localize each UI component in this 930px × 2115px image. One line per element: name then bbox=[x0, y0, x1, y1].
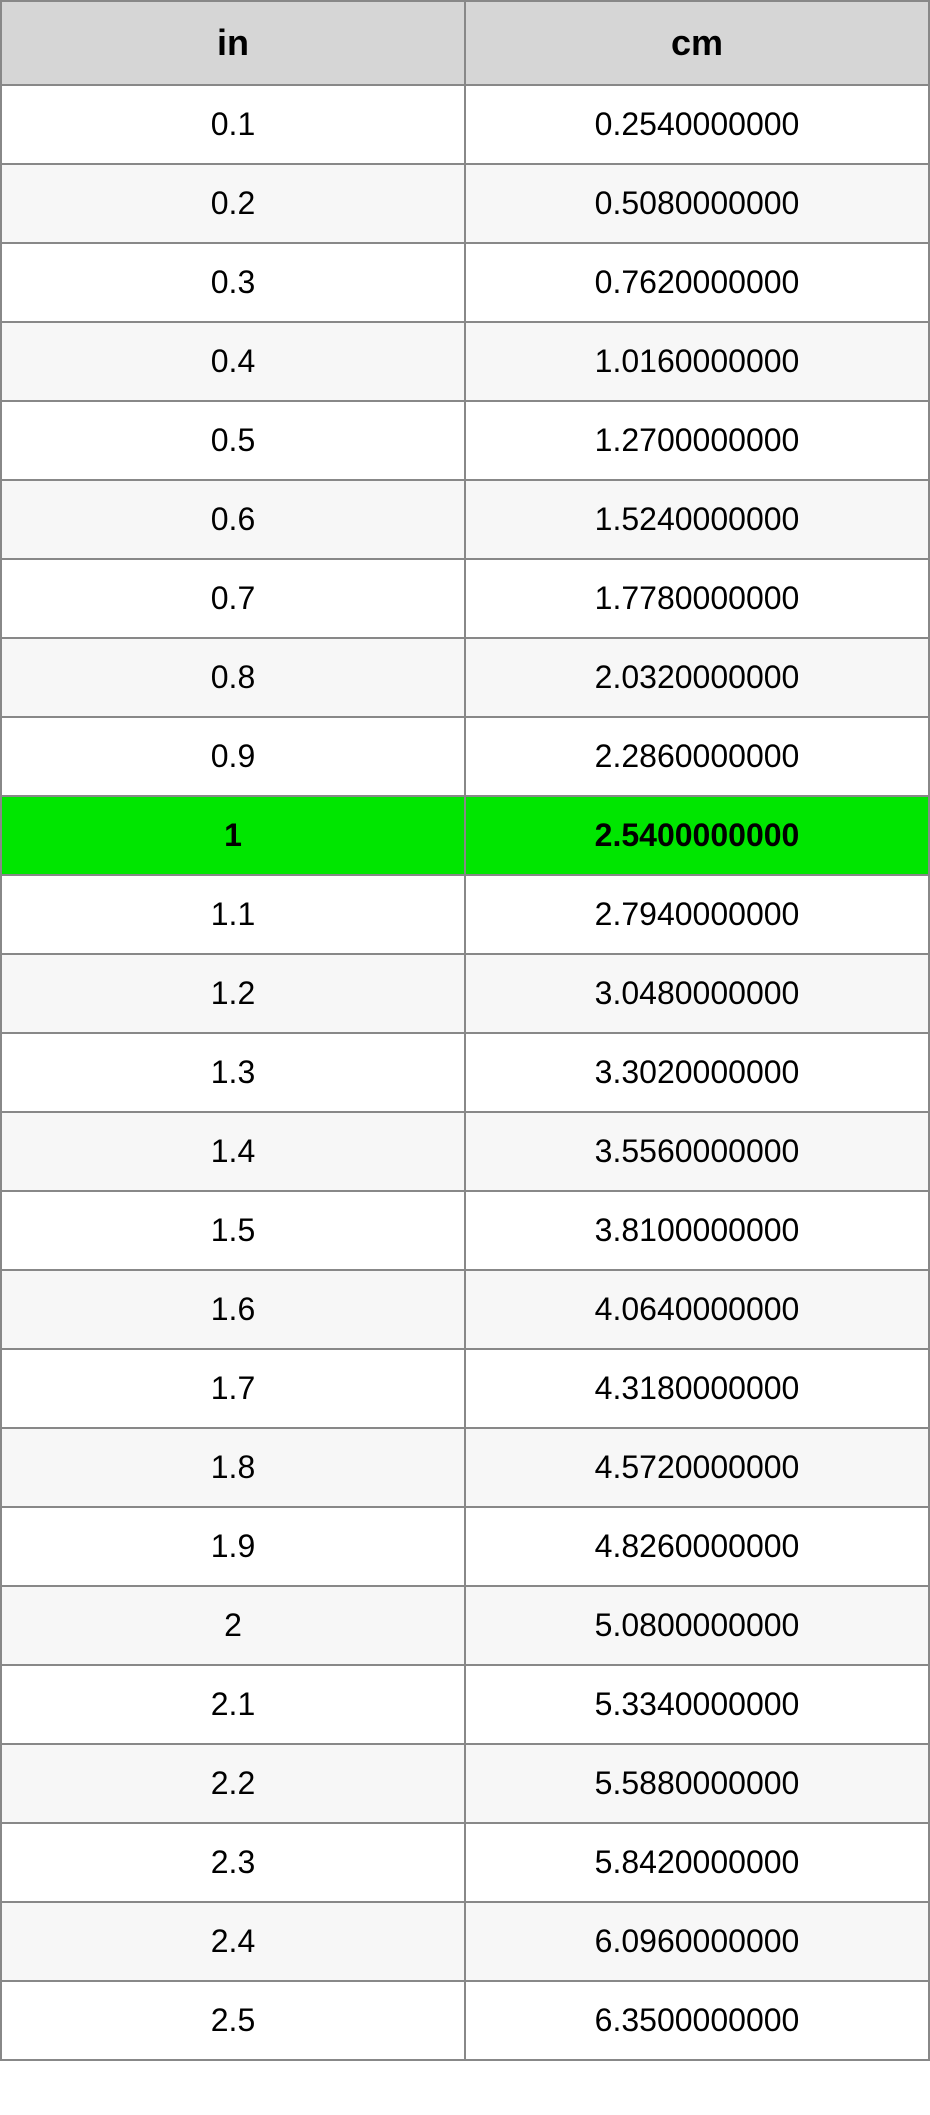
cell-in: 2.5 bbox=[1, 1981, 465, 2060]
column-header-in: in bbox=[1, 1, 465, 85]
cell-cm: 2.0320000000 bbox=[465, 638, 929, 717]
cell-in: 1.3 bbox=[1, 1033, 465, 1112]
table-row: 0.61.5240000000 bbox=[1, 480, 929, 559]
table-row: 1.53.8100000000 bbox=[1, 1191, 929, 1270]
table-row: 2.25.5880000000 bbox=[1, 1744, 929, 1823]
cell-cm: 3.0480000000 bbox=[465, 954, 929, 1033]
table-row: 0.92.2860000000 bbox=[1, 717, 929, 796]
cell-cm: 0.5080000000 bbox=[465, 164, 929, 243]
table-row: 1.23.0480000000 bbox=[1, 954, 929, 1033]
cell-in: 1.9 bbox=[1, 1507, 465, 1586]
cell-cm: 4.8260000000 bbox=[465, 1507, 929, 1586]
table-row: 1.12.7940000000 bbox=[1, 875, 929, 954]
cell-cm: 2.2860000000 bbox=[465, 717, 929, 796]
table-row: 1.94.8260000000 bbox=[1, 1507, 929, 1586]
cell-cm: 1.7780000000 bbox=[465, 559, 929, 638]
table-row: 1.84.5720000000 bbox=[1, 1428, 929, 1507]
cell-cm: 1.2700000000 bbox=[465, 401, 929, 480]
table-row: 0.71.7780000000 bbox=[1, 559, 929, 638]
cell-in: 1.4 bbox=[1, 1112, 465, 1191]
cell-in: 0.6 bbox=[1, 480, 465, 559]
column-header-cm: cm bbox=[465, 1, 929, 85]
cell-cm: 6.3500000000 bbox=[465, 1981, 929, 2060]
cell-cm: 3.3020000000 bbox=[465, 1033, 929, 1112]
cell-in: 0.5 bbox=[1, 401, 465, 480]
cell-cm: 0.7620000000 bbox=[465, 243, 929, 322]
cell-in: 1 bbox=[1, 796, 465, 875]
cell-in: 1.8 bbox=[1, 1428, 465, 1507]
cell-cm: 4.0640000000 bbox=[465, 1270, 929, 1349]
cell-in: 1.6 bbox=[1, 1270, 465, 1349]
table-row: 1.33.3020000000 bbox=[1, 1033, 929, 1112]
cell-in: 1.5 bbox=[1, 1191, 465, 1270]
cell-in: 2.4 bbox=[1, 1902, 465, 1981]
cell-in: 0.1 bbox=[1, 85, 465, 164]
cell-in: 0.2 bbox=[1, 164, 465, 243]
table-row: 25.0800000000 bbox=[1, 1586, 929, 1665]
cell-in: 1.1 bbox=[1, 875, 465, 954]
cell-cm: 3.8100000000 bbox=[465, 1191, 929, 1270]
cell-cm: 2.7940000000 bbox=[465, 875, 929, 954]
cell-in: 0.8 bbox=[1, 638, 465, 717]
cell-in: 2 bbox=[1, 1586, 465, 1665]
cell-in: 2.3 bbox=[1, 1823, 465, 1902]
table-row: 2.46.0960000000 bbox=[1, 1902, 929, 1981]
table-row: 0.51.2700000000 bbox=[1, 401, 929, 480]
cell-in: 0.3 bbox=[1, 243, 465, 322]
cell-in: 0.7 bbox=[1, 559, 465, 638]
cell-cm: 4.5720000000 bbox=[465, 1428, 929, 1507]
cell-cm: 0.2540000000 bbox=[465, 85, 929, 164]
cell-cm: 5.5880000000 bbox=[465, 1744, 929, 1823]
cell-in: 2.1 bbox=[1, 1665, 465, 1744]
table-row: 1.64.0640000000 bbox=[1, 1270, 929, 1349]
conversion-table: in cm 0.10.25400000000.20.50800000000.30… bbox=[0, 0, 930, 2061]
table-row: 0.82.0320000000 bbox=[1, 638, 929, 717]
table-row: 0.30.7620000000 bbox=[1, 243, 929, 322]
cell-cm: 5.0800000000 bbox=[465, 1586, 929, 1665]
cell-cm: 5.3340000000 bbox=[465, 1665, 929, 1744]
cell-in: 2.2 bbox=[1, 1744, 465, 1823]
table-row: 0.41.0160000000 bbox=[1, 322, 929, 401]
table-row: 0.20.5080000000 bbox=[1, 164, 929, 243]
table-row: 1.74.3180000000 bbox=[1, 1349, 929, 1428]
cell-cm: 3.5560000000 bbox=[465, 1112, 929, 1191]
cell-cm: 1.5240000000 bbox=[465, 480, 929, 559]
table-row: 12.5400000000 bbox=[1, 796, 929, 875]
cell-in: 0.4 bbox=[1, 322, 465, 401]
table-row: 2.35.8420000000 bbox=[1, 1823, 929, 1902]
cell-cm: 1.0160000000 bbox=[465, 322, 929, 401]
table-header-row: in cm bbox=[1, 1, 929, 85]
cell-cm: 5.8420000000 bbox=[465, 1823, 929, 1902]
cell-cm: 4.3180000000 bbox=[465, 1349, 929, 1428]
cell-cm: 2.5400000000 bbox=[465, 796, 929, 875]
cell-in: 0.9 bbox=[1, 717, 465, 796]
table-row: 0.10.2540000000 bbox=[1, 85, 929, 164]
cell-in: 1.2 bbox=[1, 954, 465, 1033]
table-row: 2.56.3500000000 bbox=[1, 1981, 929, 2060]
cell-in: 1.7 bbox=[1, 1349, 465, 1428]
cell-cm: 6.0960000000 bbox=[465, 1902, 929, 1981]
table-row: 2.15.3340000000 bbox=[1, 1665, 929, 1744]
table-row: 1.43.5560000000 bbox=[1, 1112, 929, 1191]
